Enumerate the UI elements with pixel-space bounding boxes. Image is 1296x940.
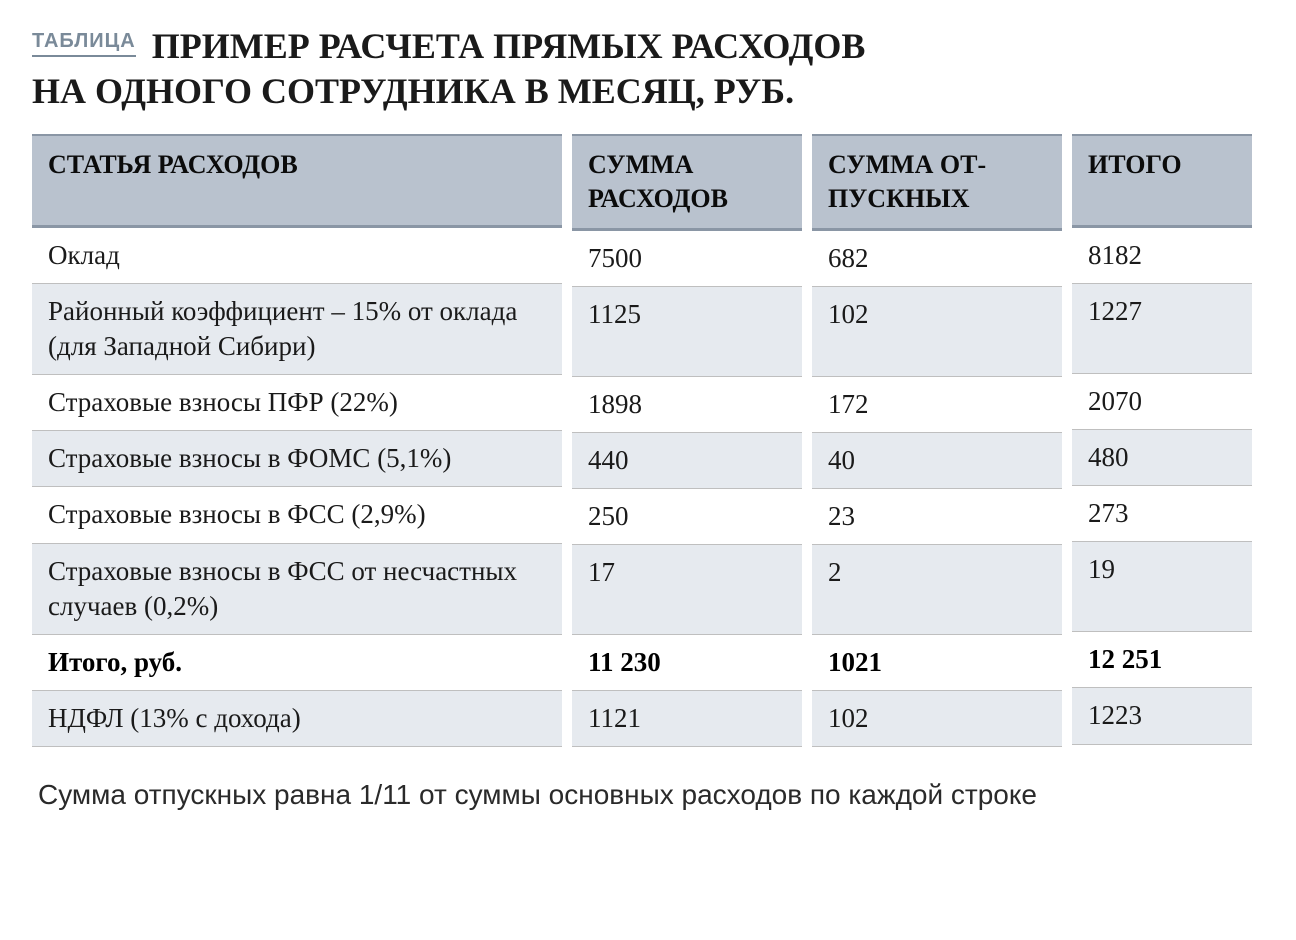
table-label: ТАБЛИЦА: [32, 30, 136, 57]
table-cell: 1125: [572, 287, 802, 377]
table-cell: 40: [812, 433, 1062, 489]
footnote: Сумма отпускных равна 1/11 от суммы осно…: [32, 779, 1264, 811]
table-cell: 1121: [572, 691, 802, 747]
table-header: СТАТЬЯ РАСХОДОВ: [32, 134, 562, 228]
table-cell: 102: [812, 287, 1062, 377]
table-cell: Страховые взносы в ФСС от несчаст­ных сл…: [32, 544, 562, 635]
column-expense-item: СТАТЬЯ РАСХОДОВ Оклад Районный коэффицие…: [32, 134, 562, 747]
table-cell: 273: [1072, 486, 1252, 542]
page-title-line1: ПРИМЕР РАСЧЕТА ПРЯМЫХ РАСХОДОВ: [152, 26, 866, 66]
table-header: СУММА ОТ­ПУСКНЫХ: [812, 134, 1062, 231]
table-cell: Оклад: [32, 228, 562, 284]
table-header: СУММА РАСХОДОВ: [572, 134, 802, 231]
column-vacation: СУММА ОТ­ПУСКНЫХ 682 102 172 40 23 2 102…: [812, 134, 1062, 747]
table-cell: 23: [812, 489, 1062, 545]
table-cell: НДФЛ (13% с дохода): [32, 691, 562, 747]
column-amount: СУММА РАСХОДОВ 7500 1125 1898 440 250 17…: [572, 134, 802, 747]
table-cell: 1898: [572, 377, 802, 433]
table-cell: 2070: [1072, 374, 1252, 430]
table-cell: 7500: [572, 231, 802, 287]
table-cell-total: Итого, руб.: [32, 635, 562, 691]
table-cell: 19: [1072, 542, 1252, 632]
table-cell: 17: [572, 545, 802, 635]
expense-table: СТАТЬЯ РАСХОДОВ Оклад Районный коэффицие…: [32, 134, 1264, 747]
table-cell: Страховые взносы в ФОМС (5,1%): [32, 431, 562, 487]
table-cell: 102: [812, 691, 1062, 747]
table-cell: Районный коэффициент – 15% от оклада (дл…: [32, 284, 562, 375]
table-cell: 682: [812, 231, 1062, 287]
title-block: ТАБЛИЦА ПРИМЕР РАСЧЕТА ПРЯМЫХ РАСХОДОВ Н…: [32, 24, 1264, 114]
table-cell: Страховые взносы ПФР (22%): [32, 375, 562, 431]
table-cell: 1223: [1072, 688, 1252, 744]
table-cell: 440: [572, 433, 802, 489]
table-cell: 2: [812, 545, 1062, 635]
table-cell: Страховые взносы в ФСС (2,9%): [32, 487, 562, 543]
table-cell: 480: [1072, 430, 1252, 486]
table-cell: 8182: [1072, 228, 1252, 284]
page-title-line2: НА ОДНОГО СОТРУДНИКА В МЕСЯЦ, РУБ.: [32, 69, 1264, 114]
table-cell: 172: [812, 377, 1062, 433]
table-cell: 1227: [1072, 284, 1252, 374]
table-cell-total: 1021: [812, 635, 1062, 691]
table-cell-total: 12 251: [1072, 632, 1252, 688]
table-header: ИТОГО: [1072, 134, 1252, 228]
column-total: ИТОГО 8182 1227 2070 480 273 19 12 251 1…: [1072, 134, 1252, 747]
table-cell: 250: [572, 489, 802, 545]
table-cell-total: 11 230: [572, 635, 802, 691]
